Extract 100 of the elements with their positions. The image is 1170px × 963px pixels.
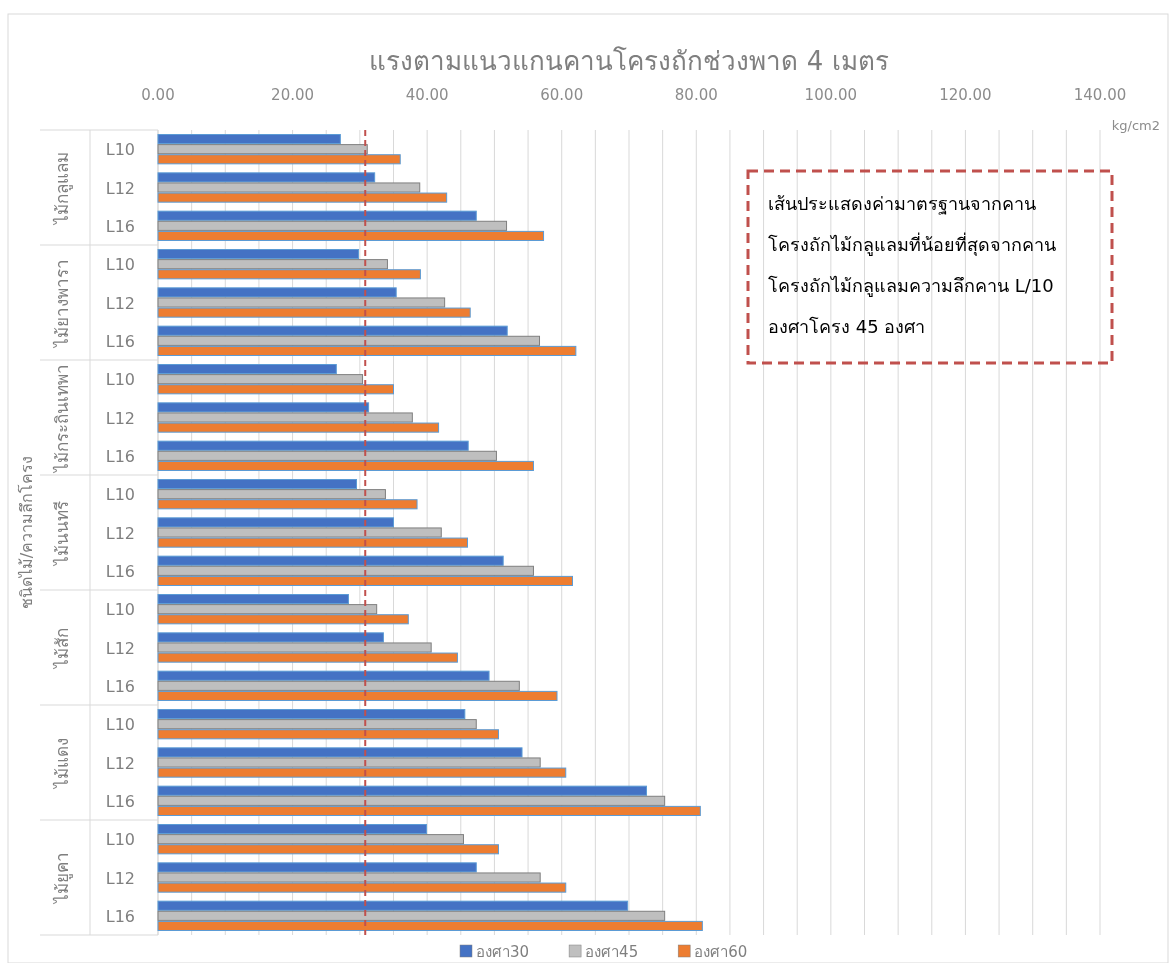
x-tick-label: 120.00 (939, 86, 992, 104)
bar (157, 719, 477, 730)
bar (157, 632, 384, 643)
y-tick-label: L10 (105, 485, 135, 505)
bar (157, 499, 418, 510)
bar (157, 670, 490, 681)
bar (157, 910, 666, 921)
x-tick-label: 100.00 (804, 86, 858, 104)
text: ไม้ยูคา (52, 852, 73, 905)
bar (157, 460, 534, 471)
y-tick-label: L10 (105, 715, 135, 735)
bar (157, 785, 647, 796)
bar (157, 440, 469, 451)
y-tick-label: L10 (105, 140, 135, 160)
y-tick-label: L16 (105, 676, 135, 696)
legend-label: องศา30 (476, 943, 530, 961)
bar (157, 134, 341, 145)
bar (157, 604, 378, 615)
bar (157, 345, 577, 356)
y-tick-label: L10 (105, 600, 135, 620)
bar (157, 287, 397, 298)
bar (157, 230, 545, 241)
text: kg/cm2 (1111, 118, 1160, 133)
bar (157, 249, 360, 260)
bar (157, 269, 421, 280)
bar (157, 565, 534, 576)
bar (157, 374, 364, 385)
x-tick-label: 140.00 (1073, 86, 1127, 104)
x-tick-label: 20.00 (271, 86, 315, 104)
bar (157, 479, 357, 490)
legend-label: องศา60 (694, 943, 748, 961)
bar (157, 642, 432, 653)
y-tick-label: L10 (105, 255, 135, 275)
bar (157, 767, 567, 778)
bar (157, 680, 520, 691)
bar (157, 325, 508, 336)
bar (157, 795, 666, 806)
y-tick-label: L16 (105, 331, 135, 351)
bar (157, 384, 394, 395)
bar (157, 412, 413, 423)
bar (157, 757, 541, 768)
bar (157, 517, 394, 528)
bar (157, 537, 469, 548)
bar (157, 652, 458, 663)
y-tick-label: L12 (105, 523, 135, 543)
chart-title: แรงตามแนวแกนคานโครงถักช่วงพาด 4 เมตร (369, 46, 889, 76)
bar (157, 307, 471, 318)
bar (157, 144, 368, 155)
bar (157, 335, 541, 346)
bar (157, 172, 376, 183)
text: ไม้ยางพารา (52, 258, 72, 349)
bar (157, 862, 477, 873)
text: ไม้กลูแลม (52, 151, 73, 226)
y-axis-title: ชนิดไม้/ความลึกโครง (17, 455, 36, 610)
legend-label: องศา45 (585, 943, 639, 961)
bar (157, 259, 388, 270)
y-tick-label: L12 (105, 868, 135, 888)
bar (157, 900, 629, 911)
y-tick-label: L12 (105, 638, 135, 658)
y-tick-label: L12 (105, 178, 135, 198)
x-tick-label: 60.00 (540, 86, 584, 104)
bar (157, 555, 504, 566)
bar (157, 154, 401, 165)
bar (157, 594, 349, 605)
bar (157, 834, 464, 845)
y-tick-label: L12 (105, 293, 135, 313)
y-tick-label: L16 (105, 906, 135, 926)
bar (157, 527, 442, 538)
x-tick-label: 80.00 (674, 86, 718, 104)
bar (157, 690, 558, 701)
bar (157, 709, 466, 720)
bar (157, 872, 541, 883)
y-tick-label: L12 (105, 408, 135, 428)
bar (157, 450, 497, 461)
bar (157, 805, 701, 816)
y-tick-label: L10 (105, 370, 135, 390)
x-tick-label: 40.00 (405, 86, 449, 104)
bar (157, 920, 703, 931)
y-tick-label: L16 (105, 791, 135, 811)
annotation: เส้นประแสดงค่ามาตรฐานจากคาน โครงถักไม้กลูแลมที่น้อยที่สุดจากคาน โครงถักไม้กลูแลมความลึกคาน L/10 องศาโครง 45 องศา (768, 193, 1056, 337)
bar (157, 422, 440, 433)
bar (157, 364, 337, 375)
bar (157, 297, 446, 308)
bar (157, 192, 448, 203)
text: ไม้แดง (52, 737, 72, 790)
bar (157, 489, 386, 500)
y-tick-label: L16 (105, 446, 135, 466)
bar (157, 182, 421, 193)
y-tick-label: L16 (105, 561, 135, 581)
text: ไม้สัก (52, 627, 72, 670)
bar (157, 747, 523, 758)
y-tick-label: L16 (105, 216, 135, 236)
y-tick-label: L10 (105, 830, 135, 850)
bar (157, 220, 508, 231)
text: ไม้นนทรี (52, 500, 72, 567)
x-tick-label: 0.00 (141, 86, 175, 104)
bar (157, 844, 499, 855)
y-tick-label: L12 (105, 753, 135, 773)
bar (157, 882, 567, 893)
bar (157, 575, 573, 586)
